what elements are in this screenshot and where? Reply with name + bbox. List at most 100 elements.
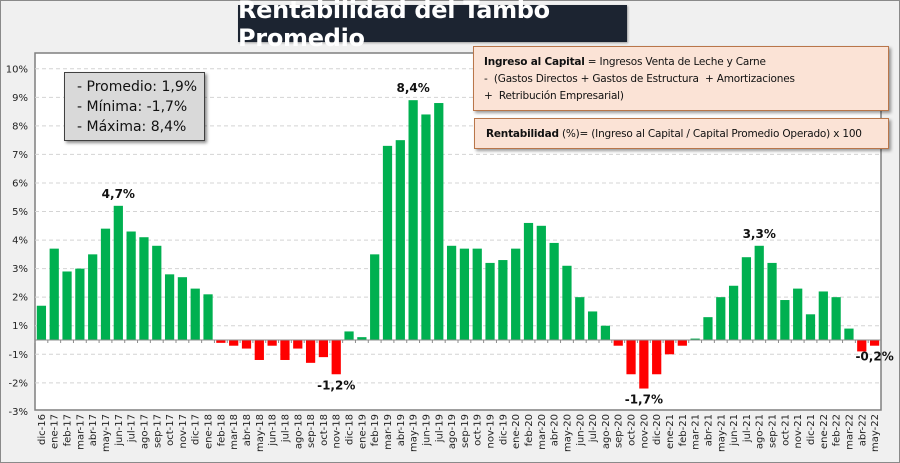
x-tick-label: nov-17 xyxy=(178,414,189,448)
x-tick-label: sep-21 xyxy=(768,414,779,448)
bar-mar-22 xyxy=(844,328,854,340)
bar-nov-19 xyxy=(485,262,495,340)
bar-oct-20 xyxy=(626,340,636,375)
bar-abr-22 xyxy=(857,340,867,352)
bar-ago-18 xyxy=(293,340,303,349)
bar-may-17 xyxy=(100,228,111,340)
bar-mar-18 xyxy=(229,340,239,346)
bar-oct-18 xyxy=(318,340,329,358)
bar-mar-19 xyxy=(382,145,393,340)
stat-maxima: - Máxima: 8,4% xyxy=(77,119,187,135)
x-tick-label: ago-21 xyxy=(755,414,766,449)
chart-title: Rentabilidad del Tambo Promedio xyxy=(238,0,627,52)
bar-sep-20 xyxy=(613,340,623,346)
ingreso-term: Ingreso al Capital xyxy=(484,56,585,68)
x-tick-label: ago-20 xyxy=(601,414,612,449)
x-tick-label: abr-19 xyxy=(396,414,407,446)
bar-abr-18 xyxy=(241,340,252,349)
bar-ago-21 xyxy=(754,245,764,340)
x-tick-label: dic-21 xyxy=(806,414,817,445)
bar-ago-17 xyxy=(139,237,149,340)
bar-ene-21 xyxy=(664,340,675,355)
bar-may-20 xyxy=(562,265,572,340)
bar-jun-18 xyxy=(267,340,277,346)
rentabilidad-definition: (%)= (Ingreso al Capital / Capital Prome… xyxy=(558,127,862,140)
x-tick-label: nov-19 xyxy=(486,414,497,448)
x-tick-label: mar-18 xyxy=(229,414,240,450)
x-tick-label: dic-19 xyxy=(498,414,509,445)
x-tick-label: nov-20 xyxy=(639,414,650,448)
x-tick-label: jul-18 xyxy=(280,414,291,443)
bar-jul-18 xyxy=(280,340,290,360)
bar-dic-18 xyxy=(344,331,354,340)
x-tick-label: oct-20 xyxy=(627,414,638,446)
bar-feb-19 xyxy=(370,254,380,340)
x-tick-label: ago-18 xyxy=(293,414,304,449)
x-tick-label: ene-21 xyxy=(665,414,676,449)
bar-oct-19 xyxy=(472,248,482,340)
bar-sep-21 xyxy=(767,262,777,340)
ingreso-formula-line-3: + Retribución Empresarial) xyxy=(484,90,624,102)
bar-mar-21 xyxy=(690,338,700,340)
x-tick-label: abr-17 xyxy=(88,414,99,446)
y-tick-label: -2% xyxy=(9,378,28,389)
bar-jul-20 xyxy=(587,311,598,340)
bars xyxy=(36,100,880,389)
x-tick-label: mar-17 xyxy=(75,414,86,450)
x-tick-label: ene-22 xyxy=(819,414,830,449)
y-tick-label: 9% xyxy=(12,93,28,104)
y-tick-label: 6% xyxy=(12,178,28,189)
x-tick-label: jul-19 xyxy=(434,414,445,443)
bar-dic-19 xyxy=(498,260,508,340)
y-tick-label: 8% xyxy=(12,121,28,132)
x-tick-label: nov-21 xyxy=(793,414,804,448)
x-tick-label: sep-18 xyxy=(306,414,317,448)
x-tick-label: may-18 xyxy=(255,414,266,452)
y-tick-label: 3% xyxy=(12,264,28,275)
bar-jun-20 xyxy=(575,297,585,340)
bar-dic-20 xyxy=(652,340,662,375)
x-tick-label: feb-21 xyxy=(678,414,689,446)
y-tick-label: 1% xyxy=(12,321,28,332)
data-label-may-19: 8,4% xyxy=(396,81,429,95)
bar-ene-22 xyxy=(818,291,828,340)
bar-jul-17 xyxy=(126,231,136,340)
x-tick-label: jun-17 xyxy=(114,414,125,447)
x-tick-label: abr-22 xyxy=(857,414,868,446)
x-tick-label: jun-19 xyxy=(421,414,432,447)
x-tick-label: dic-20 xyxy=(652,414,663,445)
bar-nov-20 xyxy=(639,340,649,389)
bar-dic-17 xyxy=(190,288,200,340)
bar-oct-21 xyxy=(780,300,790,340)
bar-may-22 xyxy=(869,340,880,346)
x-tick-label: may-22 xyxy=(870,414,881,452)
bar-jul-19 xyxy=(434,103,444,340)
bar-jul-21 xyxy=(741,257,752,340)
x-tick-label: oct-18 xyxy=(319,414,330,446)
x-tick-label: abr-20 xyxy=(550,414,561,446)
bar-abr-17 xyxy=(88,254,98,340)
bar-may-18 xyxy=(254,340,264,360)
x-tick-label: jul-21 xyxy=(742,414,753,443)
x-tick-label: ene-19 xyxy=(357,414,368,449)
y-tick-label: 2% xyxy=(12,293,28,304)
bar-sep-17 xyxy=(152,245,162,340)
bar-mar-20 xyxy=(536,225,546,340)
bar-oct-17 xyxy=(164,274,175,340)
x-tick-label: ago-19 xyxy=(447,414,458,449)
stat-promedio: - Promedio: 1,9% xyxy=(77,79,198,95)
bar-abr-20 xyxy=(549,242,559,340)
bar-ago-19 xyxy=(446,245,457,340)
x-tick-label: may-19 xyxy=(409,414,420,452)
y-tick-label: 7% xyxy=(12,150,28,161)
x-tick-label: ene-18 xyxy=(204,414,215,449)
x-tick-label: sep-17 xyxy=(152,414,163,448)
bar-nov-17 xyxy=(177,277,188,340)
x-tick-label: mar-22 xyxy=(844,414,855,450)
ingreso-formula-line-2: - (Gastos Directos + Gastos de Estructur… xyxy=(484,73,795,85)
x-axis-ticks: dic-16 ene-17 feb-17 mar-17 abr-17 may-17 jun-… xyxy=(34,340,881,452)
ingreso-formula-line-1: Ingreso al Capital = Ingresos Venta de L… xyxy=(484,54,888,71)
x-tick-label: abr-18 xyxy=(242,414,253,446)
bar-feb-21 xyxy=(677,340,687,346)
x-tick-label: jul-17 xyxy=(127,414,138,443)
